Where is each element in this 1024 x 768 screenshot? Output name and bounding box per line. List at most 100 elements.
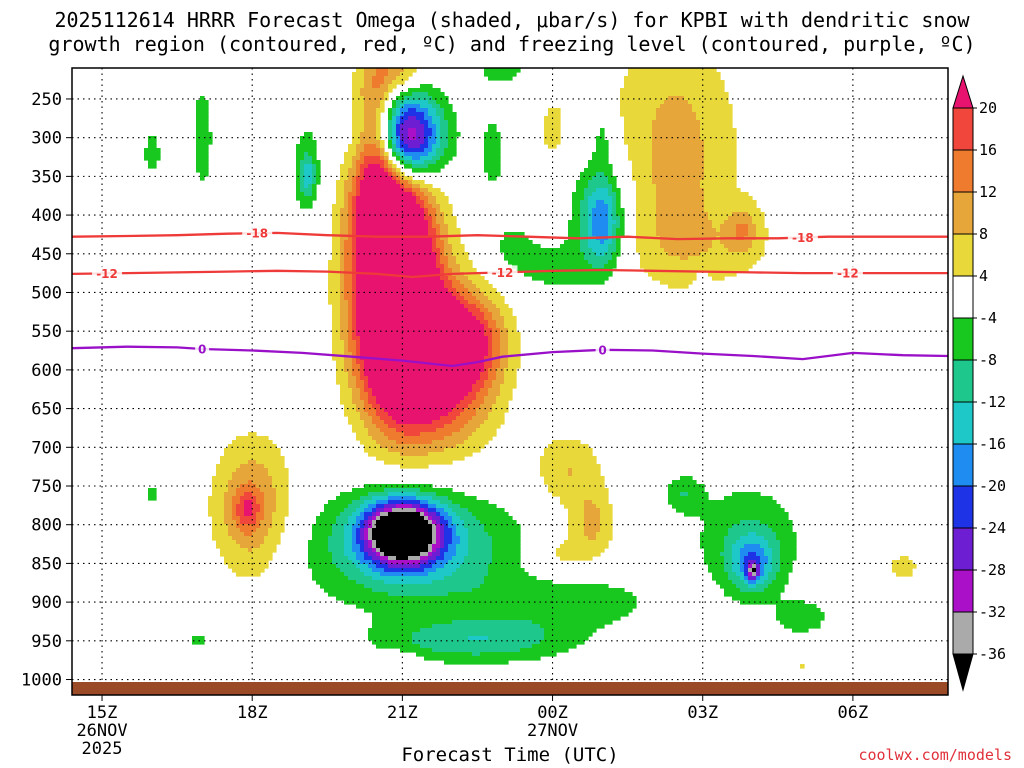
omega-cell [608, 228, 613, 233]
omega-cell [352, 360, 357, 365]
omega-cell [768, 540, 781, 545]
omega-cell [440, 104, 453, 109]
omega-cell [144, 152, 161, 157]
omega-cell [352, 140, 361, 145]
omega-cell [332, 552, 345, 557]
omega-cell [392, 152, 397, 157]
omega-cell [364, 556, 373, 561]
omega-cell [356, 224, 429, 229]
omega-cell [400, 184, 405, 189]
omega-cell [232, 496, 241, 501]
contour-label-bg [487, 265, 518, 280]
omega-cell [356, 248, 433, 253]
omega-cell [608, 208, 613, 213]
omega-cell [380, 512, 389, 517]
omega-cell [792, 628, 809, 633]
contour-label-bg [92, 266, 123, 281]
omega-cell [384, 552, 421, 557]
omega-cell [492, 348, 501, 353]
omega-cell [704, 140, 737, 145]
omega-cell [496, 396, 513, 401]
omega-cell [344, 180, 353, 185]
omega-cell [300, 136, 313, 141]
omega-cell [428, 228, 437, 233]
omega-cell [432, 96, 449, 101]
omega-cell [372, 496, 389, 501]
omega-cell [476, 380, 485, 385]
omega-cell [444, 576, 485, 581]
omega-cell [728, 532, 749, 537]
omega-cell [420, 120, 429, 125]
omega-cell [504, 372, 517, 377]
omega-cell [368, 412, 377, 417]
omega-cell [236, 488, 261, 493]
omega-cell [584, 192, 593, 197]
omega-cell [360, 532, 365, 537]
omega-cell [384, 160, 389, 165]
omega-cell [436, 196, 449, 201]
omega-cell [400, 112, 405, 117]
omega-cell [352, 268, 357, 273]
contour-freezing-level [72, 345, 948, 368]
omega-cell [352, 208, 357, 213]
omega-cell [196, 116, 209, 121]
omega-cell [396, 504, 413, 509]
omega-cell [548, 108, 561, 113]
omega-cell [616, 192, 621, 197]
omega-cell [340, 308, 349, 313]
omega-cell [380, 416, 393, 421]
omega-cell [376, 72, 389, 77]
omega-cell [228, 532, 245, 537]
omega-cell [388, 168, 393, 173]
omega-cell [352, 188, 357, 193]
omega-cell [344, 360, 353, 365]
omega-cell [356, 172, 361, 177]
omega-cell [588, 240, 601, 245]
omega-cell [360, 156, 365, 161]
omega-cell [212, 528, 229, 533]
omega-cell [232, 536, 265, 541]
colorbar-bin [952, 569, 974, 613]
omega-cell [252, 532, 269, 537]
omega-cell [612, 196, 617, 201]
y-tick-label: 900 [31, 593, 62, 613]
omega-cell [352, 280, 357, 285]
omega-cell [616, 232, 625, 237]
omega-cell [396, 428, 437, 433]
y-tick-label: 1000 [21, 671, 62, 691]
omega-cell [776, 572, 789, 577]
omega-cell [444, 552, 457, 557]
omega-cell [240, 528, 257, 533]
omega-cell [380, 444, 457, 449]
omega-cell [148, 160, 157, 165]
credit-link[interactable]: coolwx.com/models [858, 746, 1012, 764]
omega-cell [248, 460, 257, 465]
omega-cell [444, 540, 453, 545]
omega-cell [352, 128, 365, 133]
omega-cell [608, 176, 617, 181]
omega-cell [568, 536, 589, 541]
omega-cell [340, 296, 345, 301]
omega-cell [344, 296, 353, 301]
omega-cell [356, 564, 369, 569]
omega-cell [440, 124, 449, 129]
omega-cell [356, 580, 385, 585]
omega-cell [616, 208, 625, 213]
omega-cell [500, 328, 509, 333]
omega-cell [376, 108, 385, 113]
omega-cell [404, 140, 425, 145]
omega-cell [228, 480, 249, 485]
omega-cell [304, 164, 313, 169]
omega-cell [304, 176, 313, 181]
omega-cell [784, 624, 821, 629]
colorbar-bin [952, 443, 974, 487]
omega-cell [348, 416, 361, 421]
omega-cell [388, 556, 397, 561]
omega-cell [408, 128, 417, 133]
omega-cell [376, 500, 389, 505]
omega-cell [440, 204, 453, 209]
omega-cell [480, 388, 489, 393]
omega-cell [368, 164, 381, 169]
omega-cell [432, 548, 437, 553]
omega-cell [640, 252, 669, 257]
